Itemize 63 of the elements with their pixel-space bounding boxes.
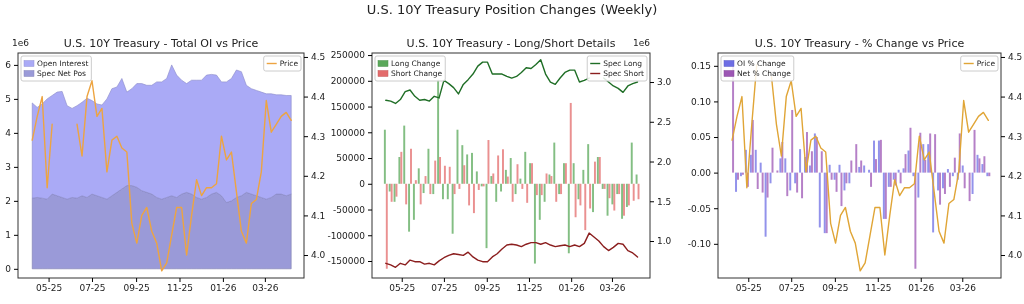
y-tick-label: 0.05 [690, 132, 711, 143]
x-tick-label: 07-25 [79, 283, 106, 294]
y2-tick-label: 4.3 [1008, 131, 1023, 142]
y2-tick-label: 4.3 [311, 131, 326, 142]
y2-tick-label: 4.5 [1008, 52, 1023, 63]
y-tick-label: -50000 [333, 204, 366, 215]
x-tick-label: 01-26 [908, 283, 935, 294]
y2-tick-label: 4.2 [1008, 171, 1023, 182]
x-tick-label: 11-25 [865, 283, 892, 294]
y2-tick-label: 4.4 [311, 91, 326, 102]
y-tick-label: 0 [359, 179, 366, 190]
y-tick-label: 4 [5, 128, 12, 139]
y-tick-label: 6 [5, 60, 12, 71]
x-tick-label: 01-26 [210, 283, 237, 294]
x-tick-label: 11-25 [516, 283, 543, 294]
y-tick-label: -0.05 [687, 203, 711, 214]
y-tick-label: 3 [5, 162, 11, 173]
x-tick-label: 03-26 [949, 283, 977, 294]
y-tick-label: 250000 [330, 50, 366, 61]
y-tick-label: 150000 [330, 101, 366, 112]
x-tick-label: 09-25 [474, 283, 501, 294]
y2-tick-label: 1.0 [657, 236, 672, 247]
y2-tick-label: 4.5 [311, 52, 326, 63]
x-tick-label: 09-25 [822, 283, 849, 294]
y-tick-label: 50000 [336, 153, 366, 164]
y2-tick-label: 2.5 [657, 117, 672, 128]
y-tick-label: 5 [5, 94, 11, 105]
x-tick-label: 01-26 [558, 283, 586, 294]
y-tick-label: 0 [5, 264, 12, 275]
y2-tick-label: 1.5 [657, 196, 672, 207]
y-tick-label: 0.00 [690, 168, 712, 178]
y-tick-label: 0.10 [690, 96, 712, 107]
y2-tick-label: 4.0 [311, 250, 326, 261]
x-tick-label: 05-25 [389, 283, 416, 294]
chart-title: U.S. 10Y Treasury - % Change vs Price [754, 37, 965, 50]
y2-tick-label: 2.0 [657, 156, 672, 167]
x-tick-label: 03-26 [252, 283, 279, 294]
y-tick-label: -0.10 [687, 239, 712, 250]
y-tick-label: 2 [5, 196, 11, 207]
chart-title: U.S. 10Y Treasury - Long/Short Details [406, 37, 616, 50]
y-tick-label: 200000 [330, 76, 366, 87]
text: 1e6 [633, 38, 651, 48]
x-tick-label: 03-26 [599, 283, 626, 294]
text: 1e6 [12, 38, 30, 48]
chart-title: U.S. 10Y Treasury - Total OI vs Price [63, 37, 259, 50]
text: U.S. 10Y Treasury Position Changes (Weekly) [366, 2, 658, 17]
x-tick-label: 09-25 [123, 283, 150, 294]
y-tick-label: -100000 [327, 230, 366, 241]
x-tick-label: 05-25 [36, 283, 63, 294]
y2-tick-label: 4.1 [311, 210, 326, 221]
y-tick-label: 0.15 [690, 61, 711, 72]
y2-tick-label: 4.0 [1008, 250, 1023, 261]
x-tick-label: 05-25 [735, 283, 762, 294]
y-tick-label: -150000 [327, 256, 366, 267]
y-tick-label: 1 [5, 230, 11, 241]
x-tick-label: 07-25 [778, 283, 805, 294]
y2-tick-label: 4.4 [1008, 91, 1023, 102]
y2-tick-label: 4.1 [1008, 210, 1023, 221]
y-tick-label: 100000 [330, 127, 366, 138]
y2-tick-label: 4.2 [311, 171, 326, 182]
x-tick-label: 07-25 [431, 283, 458, 294]
x-tick-label: 11-25 [166, 283, 194, 294]
y2-tick-label: 3.0 [657, 77, 672, 88]
